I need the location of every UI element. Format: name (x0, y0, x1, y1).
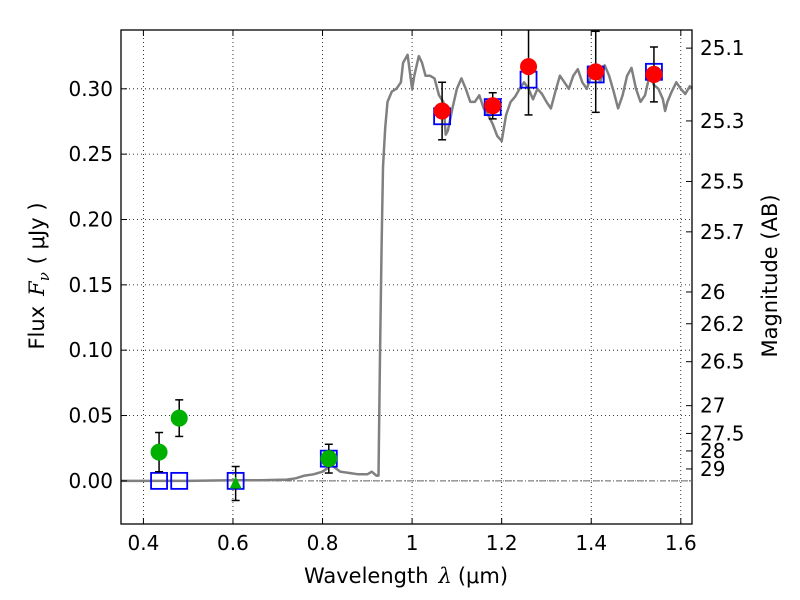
observed-point (645, 65, 663, 83)
x-tick-label: 1.2 (486, 531, 518, 555)
grid-lines (121, 30, 692, 524)
error-bars-layer (155, 30, 658, 502)
y-axis-label-symbol: F (25, 280, 49, 297)
mag-tick-label: 28 (700, 439, 725, 463)
axis-ticks: 0.4 0.6 0.8 1 1.2 1.4 1.6 0.00 0.05 0.10 0.15 0.20 0… (68, 30, 745, 555)
observed-triangle-point (229, 476, 242, 489)
mag-tick-label: 26 (700, 280, 725, 304)
plot-frame (120, 29, 693, 525)
model-photometry-layer (150, 62, 663, 490)
y-tick-label: 0.05 (68, 404, 113, 428)
mag-tick-label: 26.2 (700, 312, 745, 336)
x-axis-label-unit: (μm) (458, 564, 508, 588)
y-axis-label-prefix: Flux (25, 306, 49, 350)
y-tick-label: 0.00 (68, 469, 113, 493)
x-tick-label: 0.8 (307, 531, 339, 555)
y-tick-label: 0.10 (68, 338, 113, 362)
observed-point (320, 450, 338, 468)
mag-tick-label: 25.3 (700, 109, 745, 133)
observed-point (170, 409, 188, 427)
model-spectrum-layer (121, 53, 693, 483)
x-axis-label: Wavelength λ (μm) (304, 564, 508, 588)
y-axis-label-unit: ( μJy ) (25, 202, 49, 264)
x-tick-label: 1 (406, 531, 419, 555)
y-axis-label-subscript: ν (35, 272, 53, 281)
mag-tick-label: 27.5 (700, 421, 745, 445)
mag-tick-label: 25.7 (700, 220, 745, 244)
y-tick-label: 0.20 (68, 207, 113, 231)
model-spectrum-line (121, 53, 693, 483)
observed-point (150, 443, 168, 461)
mag-tick-label: 25.5 (700, 169, 745, 193)
y-axis-label: Flux Fν ( μJy ) (25, 202, 53, 349)
x-axis-label-symbol: λ (438, 564, 452, 588)
model-photometry-square (170, 471, 189, 490)
observed-point (520, 58, 538, 76)
observed-point (484, 97, 502, 115)
x-tick-label: 0.4 (127, 531, 159, 555)
mag-tick-label: 26.5 (700, 350, 745, 374)
observed-points-layer (150, 58, 663, 489)
right-axis-label: Magnitude (AB) (758, 194, 782, 357)
observed-point (433, 102, 451, 120)
mag-tick-label: 29 (700, 457, 725, 481)
mag-tick-label: 25.1 (700, 36, 745, 60)
x-tick-label: 1.6 (665, 531, 697, 555)
mag-tick-label: 27 (700, 394, 725, 418)
y-tick-label: 0.30 (68, 77, 113, 101)
x-tick-label: 1.4 (575, 531, 607, 555)
observed-point (587, 63, 605, 81)
y-tick-label: 0.25 (68, 142, 113, 166)
model-photometry-square (150, 471, 168, 490)
x-tick-label: 0.6 (217, 531, 249, 555)
x-axis-label-prefix: Wavelength (304, 564, 429, 588)
y-tick-label: 0.15 (68, 273, 113, 297)
